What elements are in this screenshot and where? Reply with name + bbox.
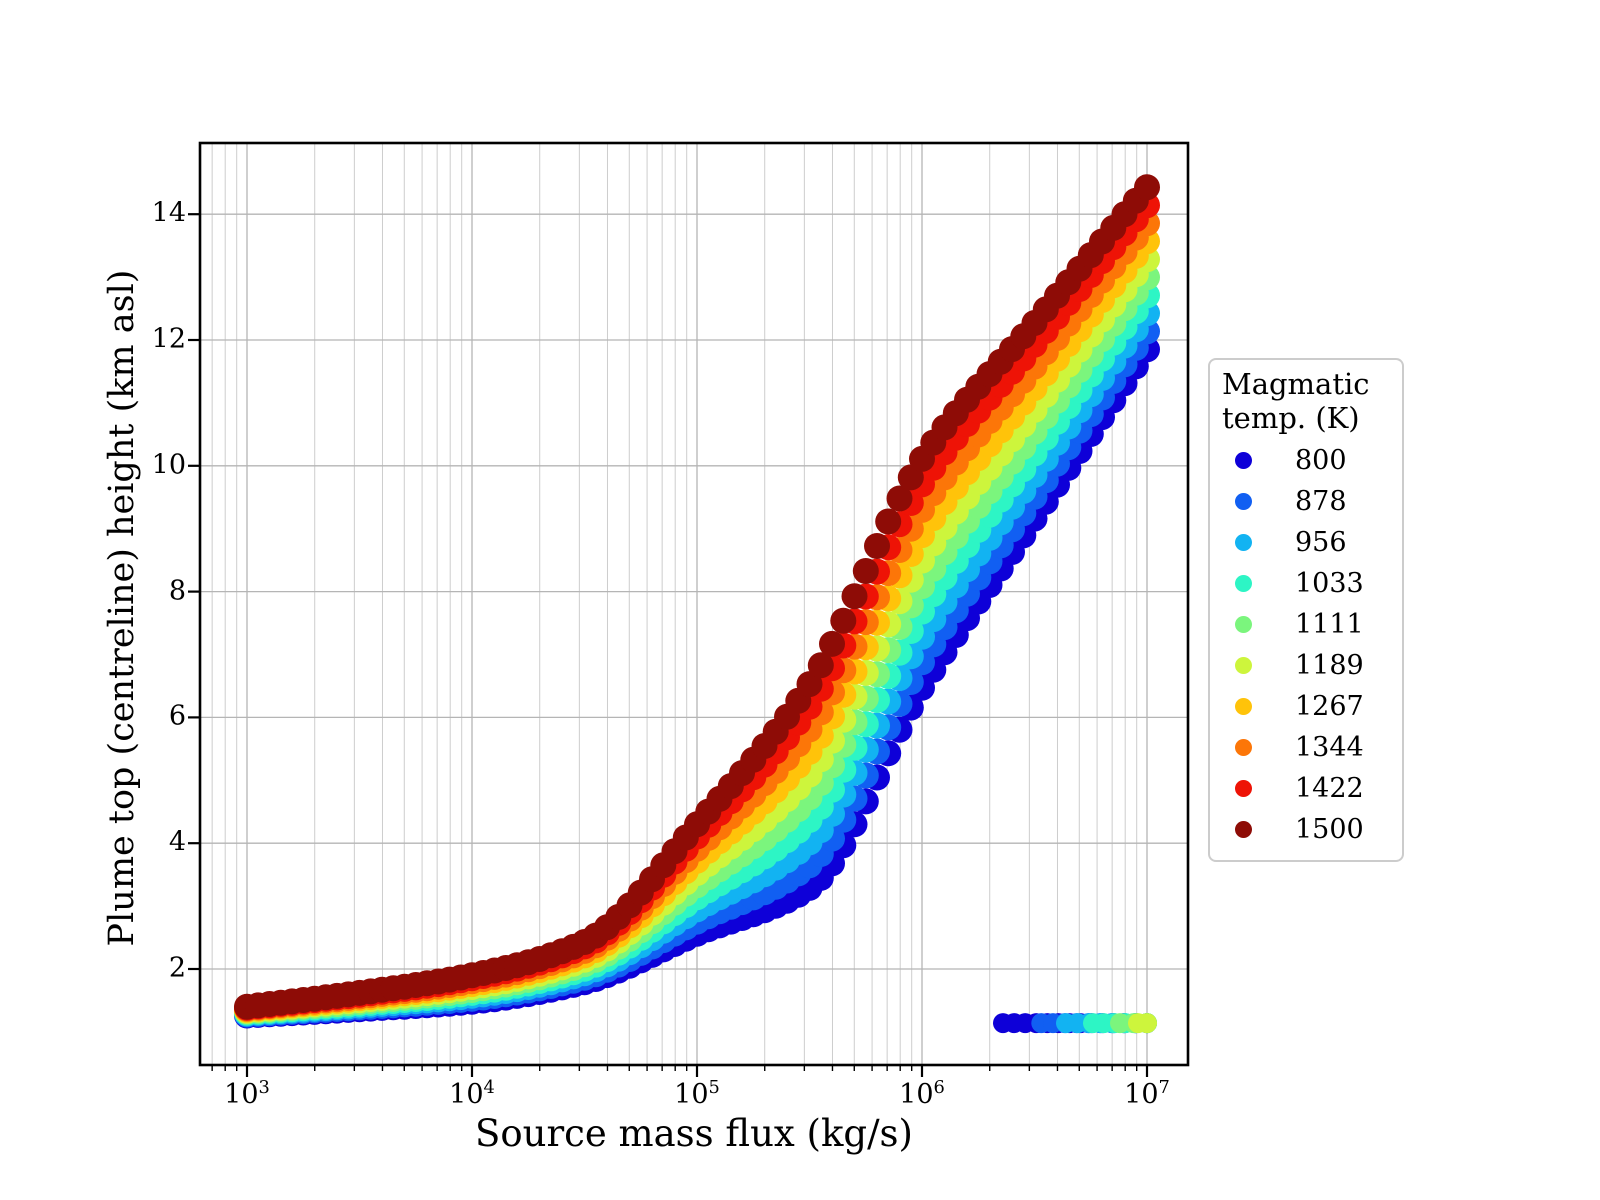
- legend-title-line1: Magmatic: [1222, 367, 1370, 401]
- x-tick-label: 107: [1124, 1077, 1170, 1110]
- legend-entry: 878: [1222, 481, 1390, 522]
- legend: Magmatic temp. (K) 800 878 956 1033 1111 1189…: [1208, 358, 1404, 862]
- legend-marker-icon: [1235, 779, 1252, 797]
- legend-entry-label: 1422: [1295, 772, 1364, 804]
- data-points: [234, 174, 1160, 1034]
- y-tick-label: 6: [168, 700, 186, 732]
- x-tick-label: 105: [674, 1077, 720, 1110]
- legend-entry: 1344: [1222, 727, 1390, 768]
- series-1500K: [234, 174, 1160, 1020]
- legend-marker-icon: [1235, 451, 1252, 469]
- y-tick-label: 8: [168, 574, 186, 606]
- legend-entry-label: 878: [1295, 485, 1347, 517]
- x-tick-label: 106: [899, 1077, 945, 1110]
- legend-entry-label: 1344: [1295, 731, 1364, 763]
- data-point: [1134, 174, 1160, 201]
- legend-entry-label: 1033: [1295, 567, 1364, 599]
- y-tick-label: 12: [151, 323, 186, 355]
- axes-frame: [198, 141, 1190, 1067]
- legend-entry: 956: [1222, 522, 1390, 563]
- legend-entry: 1033: [1222, 563, 1390, 604]
- legend-marker-icon: [1235, 533, 1252, 551]
- y-tick-label: 14: [151, 197, 186, 229]
- x-axis-title: Source mass flux (kg/s): [475, 1112, 913, 1155]
- legend-entry-label: 800: [1295, 444, 1347, 476]
- legend-entry: 1422: [1222, 768, 1390, 809]
- data-point: [841, 583, 868, 610]
- legend-entry-label: 1111: [1295, 608, 1364, 640]
- legend-marker-icon: [1235, 697, 1252, 715]
- legend-entry: 800: [1222, 440, 1390, 481]
- legend-entry-list: 800 878 956 1033 1111 1189 1267 1344 1422 1500: [1222, 440, 1390, 850]
- legend-entry: 1189: [1222, 645, 1390, 686]
- y-tick-label: 10: [151, 449, 186, 481]
- legend-title-line2: temp. (K): [1222, 400, 1360, 435]
- plot-border: [198, 141, 1190, 1067]
- collapsed-data-point: [1137, 1013, 1157, 1034]
- legend-title: Magmatic temp. (K): [1222, 367, 1390, 436]
- legend-entry-label: 956: [1295, 526, 1347, 558]
- legend-entry-label: 1500: [1295, 813, 1364, 845]
- axis-ticks: [188, 213, 1149, 1077]
- legend-marker-icon: [1235, 820, 1252, 838]
- x-tick-label: 103: [224, 1077, 270, 1110]
- legend-entry: 1500: [1222, 809, 1390, 850]
- data-point: [830, 607, 857, 634]
- data-point: [852, 558, 879, 584]
- legend-marker-icon: [1235, 615, 1252, 633]
- legend-marker-icon: [1235, 656, 1252, 674]
- data-point: [807, 652, 834, 679]
- y-tick-label: 4: [168, 826, 186, 858]
- legend-entry: 1111: [1222, 604, 1390, 645]
- legend-entry-label: 1189: [1295, 649, 1364, 681]
- data-point: [819, 630, 845, 657]
- data-point: [875, 508, 902, 535]
- legend-marker-icon: [1235, 574, 1252, 592]
- y-tick-label: 2: [168, 952, 186, 984]
- legend-entry-label: 1267: [1295, 690, 1364, 722]
- legend-entry: 1267: [1222, 686, 1390, 727]
- data-point: [864, 533, 890, 559]
- data-point: [886, 485, 913, 512]
- legend-marker-icon: [1235, 492, 1252, 510]
- data-point: [796, 671, 823, 698]
- legend-marker-icon: [1235, 738, 1252, 756]
- x-tick-label: 104: [449, 1077, 495, 1110]
